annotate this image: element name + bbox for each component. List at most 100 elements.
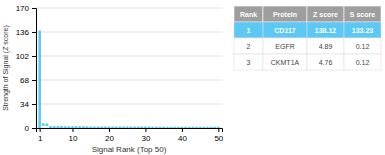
x-tick-mark xyxy=(72,128,73,132)
x-tick-mark xyxy=(182,128,183,132)
y-tick-mark xyxy=(32,8,36,9)
y-tick: 0 xyxy=(25,124,36,133)
x-tick-label: 20 xyxy=(105,134,114,143)
y-axis-title: Strength of Signal (Z score) xyxy=(2,25,10,111)
y-tick-label: 68 xyxy=(20,76,29,85)
table-header: Rank xyxy=(240,11,257,18)
y-tick-mark xyxy=(32,32,36,33)
table-header-bg xyxy=(263,6,307,22)
bar xyxy=(38,31,41,128)
y-tick: 34 xyxy=(20,100,36,109)
grid xyxy=(36,8,222,128)
x-tick: 40 xyxy=(178,128,187,143)
y-axis-line xyxy=(32,9,37,129)
point xyxy=(180,126,183,128)
table: RankProteinZ scoreS score1CD117138.12133… xyxy=(234,6,381,70)
point xyxy=(137,126,140,128)
point xyxy=(162,126,165,128)
y-tick-mark xyxy=(32,56,36,57)
grid-line xyxy=(36,32,222,33)
table-cell-bg xyxy=(234,54,263,70)
x-tick: 10 xyxy=(69,128,78,143)
table-cell-bg xyxy=(234,38,263,54)
point xyxy=(151,126,154,128)
x-tick: 50 xyxy=(214,128,223,143)
table-cell: 138.12 xyxy=(315,27,337,34)
table-cell-bg xyxy=(307,22,344,38)
point xyxy=(111,126,114,128)
point xyxy=(67,126,70,128)
point xyxy=(159,126,162,128)
point xyxy=(115,126,118,128)
x-axis-line xyxy=(37,129,223,133)
table-cell: CKMT1A xyxy=(271,59,300,66)
table-cell-bg xyxy=(307,38,344,54)
y-axis: 0 34 68 102 136 170 xyxy=(16,4,37,133)
y-tick: 102 xyxy=(16,52,36,61)
table-cell-bg xyxy=(234,22,263,38)
grid-line xyxy=(36,80,222,81)
table-header: Z score xyxy=(313,11,338,18)
point xyxy=(100,126,103,128)
x-tick-mark xyxy=(145,128,146,132)
x-tick-label: 40 xyxy=(178,134,187,143)
grid-line xyxy=(36,104,222,105)
point xyxy=(177,126,180,128)
point xyxy=(107,126,110,128)
y-tick-label: 0 xyxy=(25,124,30,133)
x-axis: 1 10 20 30 40 50 xyxy=(37,128,224,143)
point xyxy=(217,126,220,128)
table-header-bg xyxy=(234,6,263,22)
point xyxy=(53,126,56,128)
table-cell-bg xyxy=(263,22,307,38)
point xyxy=(71,126,74,128)
table-cell-bg xyxy=(344,38,381,54)
table-cell: 3 xyxy=(247,59,251,66)
grid-line xyxy=(36,8,222,9)
table-cell: EGFR xyxy=(275,43,294,50)
table-header: Protein xyxy=(273,11,297,18)
point xyxy=(195,126,198,128)
table-cell-bg xyxy=(307,54,344,70)
table-cell: CD117 xyxy=(274,27,296,34)
x-tick: 20 xyxy=(105,128,114,143)
y-tick: 136 xyxy=(16,28,36,37)
y-tick-mark xyxy=(32,80,36,81)
chart: 1 10 20 30 40 50 0 34 68 102 136 170 Signal Rank (To… xyxy=(0,0,385,155)
table-header-bg xyxy=(344,6,381,22)
y-tick-mark xyxy=(32,128,36,129)
table-header: S score xyxy=(350,11,375,18)
x-axis-title: Signal Rank (Top 50) xyxy=(92,145,167,154)
x-tick: 1 xyxy=(38,128,43,143)
point xyxy=(78,126,81,128)
point xyxy=(118,126,121,128)
point xyxy=(45,123,48,126)
x-tick: 30 xyxy=(141,128,150,143)
point xyxy=(60,126,63,128)
x-tick-label: 50 xyxy=(214,134,223,143)
point xyxy=(86,126,89,128)
marks xyxy=(38,31,219,128)
point xyxy=(155,126,158,128)
y-tick-label: 136 xyxy=(16,28,30,37)
point xyxy=(184,126,187,128)
table-cell: 4.89 xyxy=(319,43,333,50)
table-cell: 0.12 xyxy=(356,43,370,50)
point xyxy=(133,126,136,128)
x-tick-label: 1 xyxy=(38,134,43,143)
y-tick: 170 xyxy=(16,4,36,13)
table-cell-bg xyxy=(263,54,307,70)
table-header-bg xyxy=(307,6,344,22)
grid-line xyxy=(36,56,222,57)
point xyxy=(42,123,45,126)
point xyxy=(64,126,67,128)
point xyxy=(140,126,143,128)
point xyxy=(82,126,85,128)
point xyxy=(144,126,147,128)
x-tick-mark xyxy=(109,128,110,132)
table-cell: 4.76 xyxy=(319,59,333,66)
point xyxy=(188,126,191,128)
point xyxy=(169,126,172,128)
table-cell-bg xyxy=(344,22,381,38)
table-cell: 2 xyxy=(247,43,251,50)
